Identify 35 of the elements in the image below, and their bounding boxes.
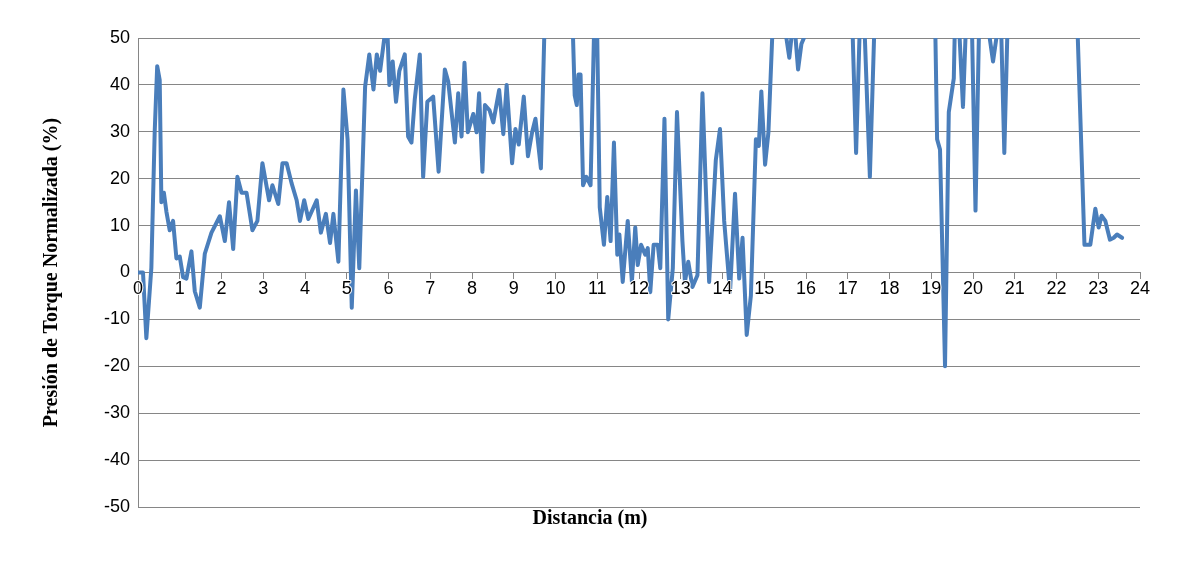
x-tick-label: 2 [216,278,227,299]
x-tick-label: 21 [1004,278,1025,299]
x-tick-label: 22 [1046,278,1067,299]
y-tick-label: -10 [103,308,130,329]
x-tick-label: 7 [425,278,436,299]
x-tick-label: 23 [1088,278,1109,299]
x-tick-label: 20 [962,278,984,299]
x-tick-label: 13 [670,278,691,299]
y-tick-label: -40 [103,449,130,470]
x-tick-label: 18 [879,278,900,299]
x-tick-label: 24 [1129,278,1151,299]
x-axis-title: Distancia (m) [532,506,648,530]
x-tick-label: 3 [258,278,269,299]
x-tick-label: 1 [174,278,185,299]
x-tick-label: 16 [795,278,817,299]
x-tick-label: 11 [587,278,607,299]
x-tick-label: 19 [921,278,942,299]
y-axis-title: Presión de Torque Normalizada (%) [39,117,63,428]
x-tick-label: 4 [299,278,311,299]
y-tick-label: -30 [103,402,130,423]
y-tick-label: -20 [103,355,130,376]
y-tick-label: -50 [103,495,130,516]
x-tick-label: 9 [508,278,519,299]
x-tick-label: 12 [628,278,650,299]
x-tick-label: 6 [383,278,394,299]
y-tick-label: 20 [109,167,130,188]
x-tick-label: 10 [545,278,566,299]
y-tick-label: 0 [119,261,130,282]
y-tick-label: 30 [109,120,130,141]
y-tick-label: 40 [109,73,130,94]
x-tick-label: 17 [837,278,858,299]
x-tick-label: 8 [466,278,478,299]
x-tick-label: 15 [754,278,775,299]
y-tick-label: 10 [109,214,130,235]
y-tick-label: 50 [109,26,130,47]
